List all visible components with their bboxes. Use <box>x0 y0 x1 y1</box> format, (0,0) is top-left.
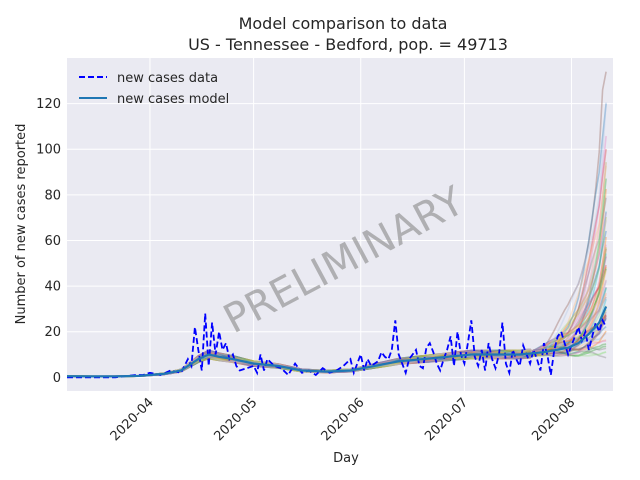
legend-label-data: new cases data <box>117 71 218 86</box>
y-tick-label: 60 <box>44 234 61 249</box>
legend: new cases data new cases model <box>79 71 229 107</box>
series-line-data <box>67 313 607 379</box>
y-tick-label: 80 <box>44 188 61 203</box>
chart-subtitle: US - Tennessee - Bedford, pop. = 49713 <box>188 35 508 54</box>
y-tick-label: 100 <box>36 143 61 158</box>
legend-label-model: new cases model <box>117 92 229 107</box>
y-tick-label: 40 <box>44 280 61 295</box>
chart-title: Model comparison to data <box>239 14 448 33</box>
y-tick-labels: 0 20 40 60 80 100 120 <box>36 97 61 386</box>
series-layer <box>66 306 608 379</box>
grid <box>67 58 613 391</box>
y-tick-label: 120 <box>36 97 61 112</box>
plot-area <box>67 58 613 391</box>
y-axis-label: Number of new cases reported <box>14 124 29 325</box>
x-axis-label: Day <box>333 451 359 466</box>
y-tick-label: 0 <box>53 371 61 386</box>
series-line-model <box>66 306 608 378</box>
y-tick-label: 20 <box>44 325 61 340</box>
